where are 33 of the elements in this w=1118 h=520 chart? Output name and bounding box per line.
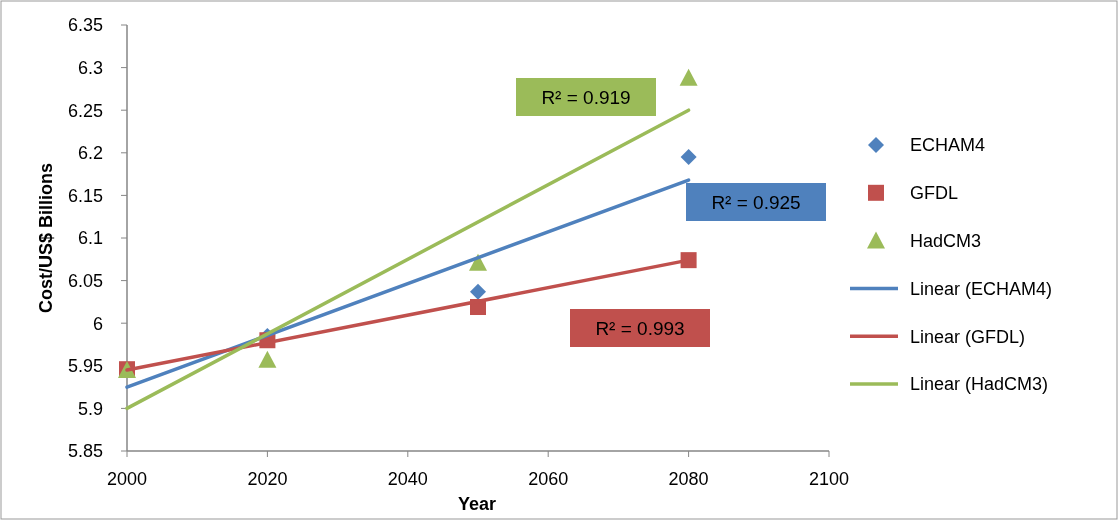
legend-label: Linear (ECHAM4): [910, 278, 1053, 299]
legend-label: HadCM3: [910, 230, 982, 251]
y-tick-label: 6: [92, 313, 103, 334]
y-tick-label: 6.05: [67, 270, 103, 291]
legend-label: Linear (HadCM3): [910, 374, 1049, 395]
legend-label: GFDL: [910, 183, 959, 204]
y-tick-label: 6.25: [67, 100, 103, 121]
y-tick-label: 6.2: [77, 143, 103, 164]
x-tick-label: 2000: [106, 469, 148, 489]
x-tick-label: 2060: [528, 469, 569, 489]
x-tick-label: 2080: [668, 469, 709, 489]
annotation: R² = 0.925: [711, 191, 801, 213]
x-tick-label: 2100: [808, 469, 850, 489]
legend-label: ECHAM4: [910, 135, 986, 156]
x-tick-label: 2020: [247, 469, 288, 489]
y-tick-label: 6.3: [77, 57, 103, 78]
y-tick-label: 5.9: [77, 398, 103, 419]
y-tick-label: 6.1: [77, 228, 103, 249]
point: [469, 253, 487, 271]
x-tick-label: 2040: [387, 469, 428, 489]
y-tick-label: 6.35: [67, 15, 103, 36]
annotation: R² = 0.919: [541, 86, 631, 108]
x-axis-title: Year: [457, 494, 497, 514]
y-axis-title: Cost/US$ Billions: [36, 162, 56, 314]
y-tick-label: 5.95: [67, 356, 103, 377]
y-tick-label: 5.85: [67, 441, 103, 462]
annotation: R² = 0.993: [595, 317, 685, 339]
y-tick-label: 6.15: [67, 185, 103, 206]
point: [470, 283, 486, 300]
point: [680, 149, 697, 166]
point: [258, 350, 277, 368]
point: [679, 68, 698, 86]
legend-label: Linear (GFDL): [910, 326, 1026, 347]
